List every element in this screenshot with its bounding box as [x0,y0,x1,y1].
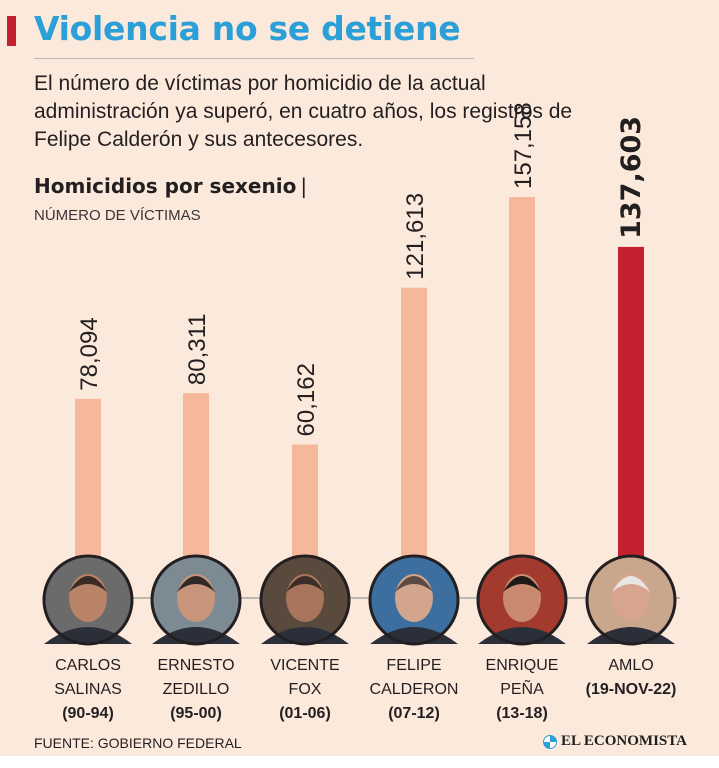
chart-title: Homicidios por sexenio | [34,174,307,198]
bar-pena [509,197,535,598]
ernesto-zedillo-portrait-icon [150,554,242,646]
chart-title-text: Homicidios por sexenio [34,174,297,198]
enrique-pena-portrait-icon [476,554,568,646]
portrait-ring [368,554,460,646]
president-label-fox: VICENTE FOX (01-06) [250,654,360,726]
chart-subtitle: NÚMERO DE VÍCTIMAS [34,207,201,224]
carlos-salinas-portrait-icon [42,554,134,646]
bar-amlo [618,246,644,598]
chart-title-separator: | [300,174,308,198]
president-first-name: ENRIQUE [485,657,559,674]
portrait-hair [503,576,541,592]
president-last-name: SALINAS [54,681,122,698]
president-label-calderon: FELIPE CALDERON (07-12) [359,654,469,726]
president-first-name: VICENTE [270,657,340,674]
vicente-fox-portrait-icon [259,554,351,646]
president-label-amlo: AMLO (19-NOV-22) [576,654,686,702]
amlo-portrait-icon [585,554,677,646]
president-first-name: CARLOS [55,657,121,674]
president-last-name: PEÑA [500,681,544,698]
term-period: (13-18) [496,705,548,722]
president-label-pena: ENRIQUE PEÑA (13-18) [467,654,577,726]
value-label-amlo: 137,603 [616,116,647,239]
portrait-ring [42,554,134,646]
term-period: (90-94) [62,705,114,722]
term-period: (07-12) [388,705,440,722]
value-label-fox: 60,162 [293,363,320,436]
page-subtitle: El número de víctimas por homicidio de l… [34,72,573,151]
portrait-ring [259,554,351,646]
brand-name: EL ECONOMISTA [561,733,687,749]
portrait-hair [177,576,215,592]
portrait-hair [395,576,433,592]
source-note: FUENTE: GOBIERNO FEDERAL [34,735,242,751]
value-label-calderon: 121,613 [402,193,429,280]
term-period: (19-NOV-22) [585,681,677,698]
bottom-strip [0,756,719,768]
president-last-name: CALDERON [369,681,459,698]
term-period: (01-06) [279,705,331,722]
portrait-hair [612,576,650,592]
value-label-salinas: 78,094 [76,317,103,390]
portrait-hair [69,576,107,592]
value-label-pena: 157,158 [510,102,537,189]
president-last-name: ZEDILLO [162,681,230,698]
page-title: Violencia no se detiene [34,9,461,48]
portrait-hair [286,576,324,592]
president-first-name: FELIPE [386,657,442,674]
portrait-ring [476,554,568,646]
title-divider [34,58,474,59]
el-economista-logo-icon [543,734,557,749]
brand-logo: EL ECONOMISTA [543,733,687,750]
portrait-ring [150,554,242,646]
title-accent-bar [7,16,16,46]
president-label-zedillo: ERNESTO ZEDILLO (95-00) [141,654,251,726]
portrait-ring [585,554,677,646]
president-last-name: FOX [288,681,322,698]
president-label-salinas: CARLOS SALINAS (90-94) [33,654,143,726]
value-label-zedillo: 80,311 [184,313,211,385]
president-first-name: AMLO [608,657,654,674]
felipe-calderon-portrait-icon [368,554,460,646]
term-period: (95-00) [170,705,222,722]
bar-calderon [401,287,427,598]
president-first-name: ERNESTO [157,657,235,674]
